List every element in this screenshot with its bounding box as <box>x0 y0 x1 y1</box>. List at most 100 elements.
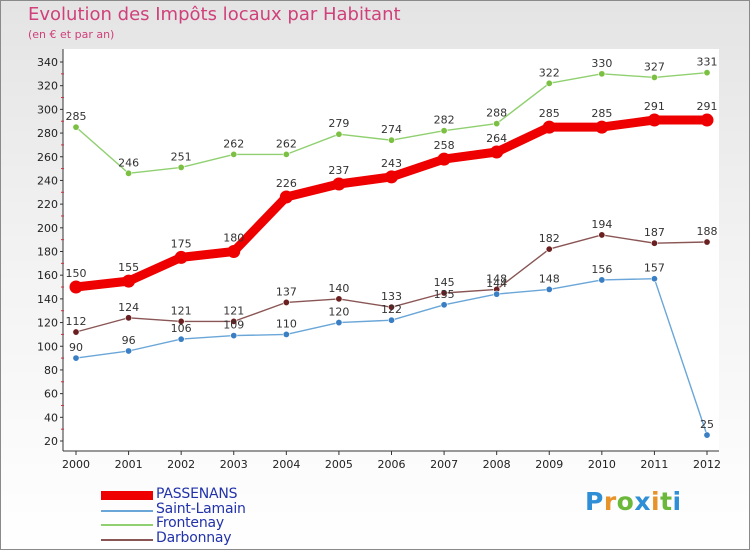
data-point <box>125 169 133 177</box>
data-point <box>703 238 711 246</box>
data-point <box>440 127 448 135</box>
data-label: 112 <box>66 315 87 328</box>
plot-area <box>63 49 719 451</box>
data-label: 194 <box>591 218 612 231</box>
data-point <box>230 317 238 325</box>
data-point <box>700 113 714 127</box>
data-point <box>595 120 609 134</box>
data-label: 243 <box>381 157 402 170</box>
data-point <box>437 152 451 166</box>
y-tick-label: 300 <box>37 103 58 116</box>
legend-swatch <box>101 510 153 512</box>
logo-letter: P <box>585 487 604 516</box>
data-point <box>177 163 185 171</box>
logo-letter: i <box>672 487 682 516</box>
data-label: 226 <box>276 177 297 190</box>
legend-label: Darbonnay <box>156 530 232 546</box>
data-label: 274 <box>381 123 402 136</box>
data-point <box>490 145 504 159</box>
y-tick-label: 320 <box>37 80 58 93</box>
y-tick-label: 20 <box>44 435 58 448</box>
data-label: 96 <box>122 334 136 347</box>
y-tick-label: 180 <box>37 246 58 259</box>
data-label: 322 <box>539 66 560 79</box>
data-point <box>542 120 556 134</box>
data-point <box>69 280 83 294</box>
data-point <box>125 314 133 322</box>
data-label: 262 <box>223 137 244 150</box>
data-point <box>177 335 185 343</box>
data-point <box>493 290 501 298</box>
data-point <box>598 231 606 239</box>
data-point <box>332 177 346 191</box>
data-point <box>647 113 661 127</box>
legend-label: Saint-Lamain <box>156 501 246 517</box>
series-frontenay: 285 246 251 262 262 279 274 282 288 322 330 327 331 <box>66 56 718 177</box>
x-tick-label: 2010 <box>588 458 616 471</box>
data-label: 285 <box>539 107 560 120</box>
data-point <box>282 150 290 158</box>
chart-title: Evolution des Impôts locaux par Habitant <box>28 4 401 25</box>
data-label: 251 <box>171 150 192 163</box>
data-point <box>282 298 290 306</box>
data-point <box>650 239 658 247</box>
legend-swatch <box>101 524 153 526</box>
x-tick-label: 2003 <box>220 458 248 471</box>
data-label: 133 <box>381 290 402 303</box>
data-point <box>227 245 241 258</box>
data-label: 148 <box>486 272 507 285</box>
x-tick-label: 2012 <box>693 458 721 471</box>
data-label: 135 <box>434 288 455 301</box>
data-label: 122 <box>381 303 402 316</box>
data-point <box>440 301 448 309</box>
y-tick-label: 160 <box>37 269 58 282</box>
data-point <box>230 332 238 340</box>
logo-letter: r <box>603 487 617 516</box>
x-tick-label: 2005 <box>325 458 353 471</box>
data-point <box>72 328 80 336</box>
data-label: 140 <box>328 282 349 295</box>
y-tick-label: 60 <box>44 388 58 401</box>
data-point <box>440 289 448 297</box>
x-tick-label: 2009 <box>535 458 563 471</box>
data-point <box>598 276 606 284</box>
data-label: 182 <box>539 232 560 245</box>
data-label: 148 <box>539 272 560 285</box>
data-point <box>703 69 711 77</box>
data-label: 124 <box>118 301 139 314</box>
data-point <box>174 250 188 264</box>
data-label: 110 <box>276 317 297 330</box>
data-point <box>335 319 343 327</box>
data-label: 121 <box>223 304 244 317</box>
data-label: 25 <box>700 418 714 431</box>
data-point <box>177 317 185 325</box>
data-point <box>493 120 501 128</box>
data-point <box>122 274 136 288</box>
y-tick-label: 40 <box>44 411 58 424</box>
data-label: 150 <box>66 267 87 280</box>
logo-letter: i <box>651 487 661 516</box>
y-tick-label: 240 <box>37 174 58 187</box>
y-tick-label: 140 <box>37 293 58 306</box>
data-point <box>387 136 395 144</box>
legend-label: Frontenay <box>156 515 224 531</box>
data-label: 330 <box>591 57 612 70</box>
data-point <box>703 431 711 439</box>
x-tick-label: 2004 <box>272 458 300 471</box>
data-label: 156 <box>591 263 612 276</box>
data-label: 288 <box>486 107 507 120</box>
logo-letter: t <box>660 487 673 516</box>
data-point <box>335 295 343 303</box>
x-tick-label: 2008 <box>483 458 511 471</box>
data-label: 246 <box>118 156 139 169</box>
legend-swatch <box>101 491 153 500</box>
legend-label: PASSENANS <box>156 486 238 502</box>
y-tick-label: 80 <box>44 364 58 377</box>
data-label: 285 <box>66 110 87 123</box>
y-tick-label: 120 <box>37 317 58 330</box>
data-label: 121 <box>171 304 192 317</box>
data-label: 291 <box>697 100 718 113</box>
data-label: 120 <box>328 306 349 319</box>
y-tick-label: 200 <box>37 222 58 235</box>
